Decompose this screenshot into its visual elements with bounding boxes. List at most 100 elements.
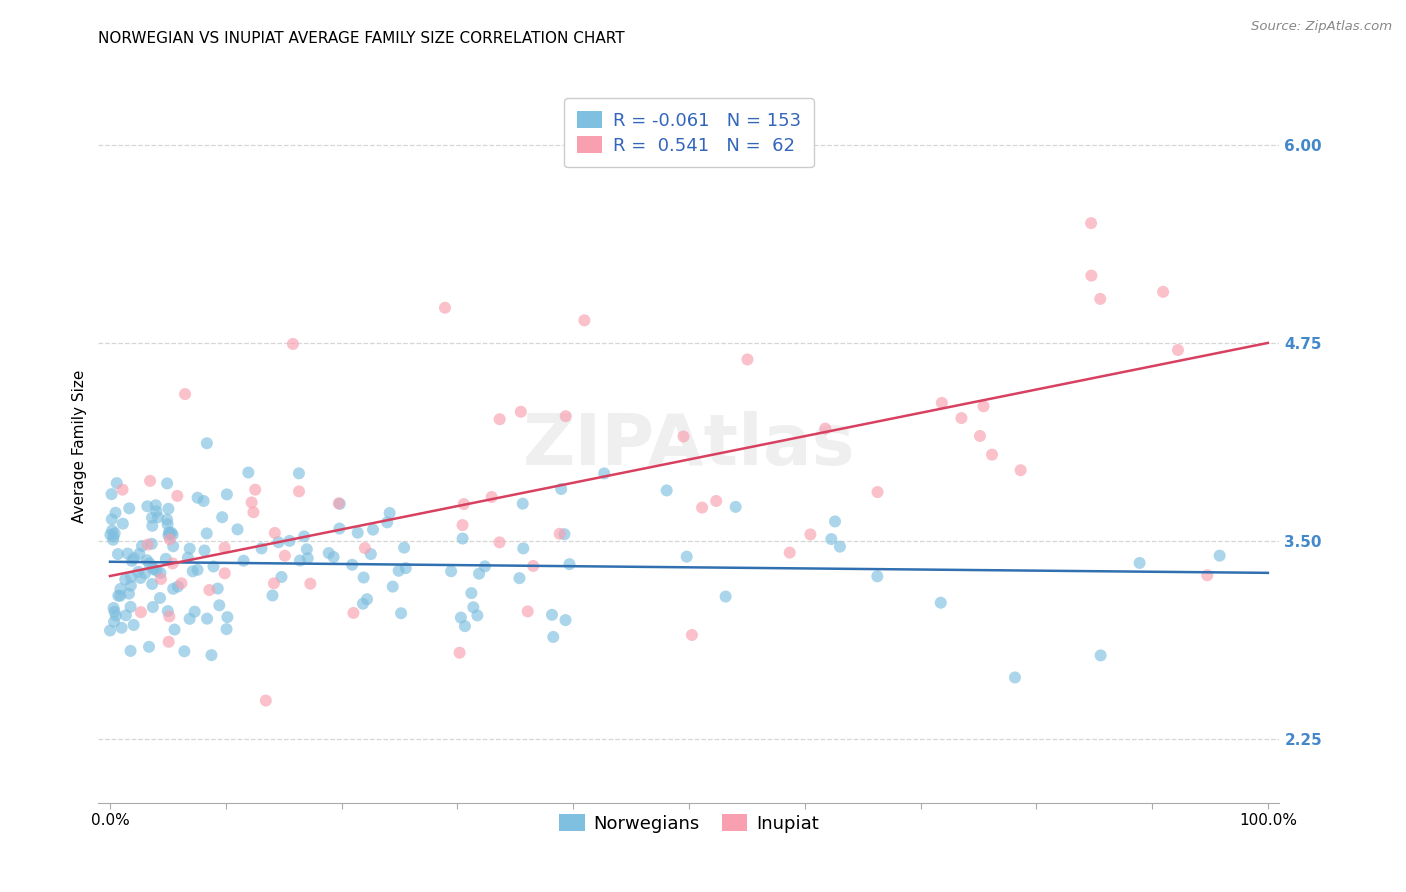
Point: [240, 495, 263, 509]
Point: [226, 522, 249, 536]
Legend: Norwegians, Inupiat: Norwegians, Inupiat: [553, 807, 825, 840]
Point: [263, 576, 285, 591]
Point: [162, 527, 184, 541]
Point: [142, 600, 165, 615]
Point: [159, 533, 181, 547]
Point: [131, 539, 153, 553]
Point: [378, 506, 401, 520]
Point: [267, 535, 290, 549]
Point: [509, 405, 531, 419]
Point: [128, 547, 150, 561]
Point: [104, 526, 127, 541]
Point: [156, 517, 179, 532]
Point: [100, 527, 122, 541]
Point: [554, 613, 576, 627]
Point: [141, 537, 163, 551]
Point: [98, 624, 121, 638]
Point: [136, 538, 159, 552]
Point: [681, 628, 703, 642]
Point: [114, 573, 136, 587]
Point: [440, 564, 463, 578]
Point: [353, 570, 375, 584]
Point: [141, 510, 163, 524]
Point: [389, 606, 412, 620]
Point: [202, 559, 225, 574]
Point: [395, 561, 418, 575]
Point: [173, 644, 195, 658]
Point: [295, 542, 318, 557]
Point: [156, 604, 179, 618]
Point: [101, 512, 124, 526]
Point: [329, 497, 352, 511]
Text: Source: ZipAtlas.com: Source: ZipAtlas.com: [1251, 20, 1392, 33]
Point: [149, 572, 172, 586]
Point: [297, 551, 319, 566]
Point: [157, 501, 180, 516]
Point: [162, 557, 184, 571]
Point: [512, 541, 534, 556]
Point: [103, 601, 125, 615]
Point: [929, 596, 952, 610]
Point: [593, 467, 616, 481]
Point: [392, 541, 415, 555]
Point: [340, 558, 363, 572]
Point: [360, 547, 382, 561]
Point: [548, 526, 571, 541]
Point: [104, 506, 127, 520]
Point: [449, 646, 471, 660]
Point: [463, 600, 485, 615]
Point: [107, 589, 129, 603]
Point: [675, 549, 697, 564]
Point: [145, 564, 167, 578]
Point: [141, 577, 163, 591]
Point: [118, 501, 141, 516]
Point: [799, 527, 821, 541]
Point: [541, 607, 564, 622]
Point: [120, 599, 142, 614]
Point: [245, 483, 267, 497]
Point: [138, 640, 160, 654]
Point: [145, 498, 167, 512]
Point: [254, 693, 277, 707]
Point: [866, 485, 889, 500]
Point: [516, 604, 538, 618]
Point: [138, 556, 160, 570]
Point: [262, 589, 284, 603]
Point: [356, 592, 378, 607]
Point: [139, 474, 162, 488]
Point: [814, 421, 837, 435]
Point: [950, 411, 973, 425]
Point: [118, 586, 141, 600]
Point: [1010, 463, 1032, 477]
Point: [166, 580, 188, 594]
Point: [672, 429, 695, 443]
Point: [512, 497, 534, 511]
Point: [328, 496, 350, 510]
Point: [488, 412, 510, 426]
Point: [779, 546, 801, 560]
Point: [195, 612, 218, 626]
Point: [101, 533, 124, 547]
Point: [737, 352, 759, 367]
Point: [550, 482, 572, 496]
Point: [381, 580, 404, 594]
Point: [214, 566, 236, 581]
Point: [174, 387, 197, 401]
Point: [104, 608, 127, 623]
Point: [142, 561, 165, 575]
Point: [488, 535, 510, 549]
Point: [969, 429, 991, 443]
Point: [574, 313, 596, 327]
Point: [215, 487, 238, 501]
Point: [1129, 556, 1152, 570]
Point: [135, 553, 157, 567]
Point: [157, 525, 180, 540]
Point: [160, 525, 183, 540]
Point: [655, 483, 678, 498]
Point: [508, 571, 530, 585]
Point: [553, 527, 575, 541]
Point: [195, 526, 218, 541]
Point: [322, 549, 344, 564]
Point: [522, 559, 544, 574]
Point: [187, 563, 209, 577]
